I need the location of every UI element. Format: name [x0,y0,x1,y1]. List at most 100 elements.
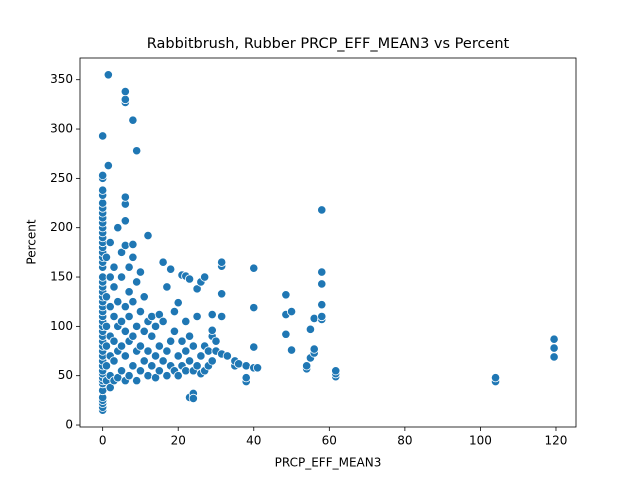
point [249,342,259,352]
point [188,393,198,403]
x-tick-label: 80 [397,434,412,448]
point [124,287,134,297]
point [490,373,501,383]
point [124,311,134,322]
point [101,341,112,351]
point [113,223,123,233]
point [549,334,559,344]
x-tick-label: 20 [171,434,186,448]
point [132,321,142,331]
point [128,115,138,125]
point [105,302,115,312]
point [135,366,146,376]
point [139,356,149,366]
point [150,351,161,361]
point [162,282,172,292]
point [109,311,119,322]
point [147,331,157,341]
chart-title: Rabbitbrush, Rubber PRCP_EFF_MEAN3 vs Pe… [147,36,510,52]
x-tick-label: 100 [469,434,492,448]
x-tick-label: 120 [545,434,568,448]
point [116,316,127,327]
point [207,309,217,320]
point [162,346,172,356]
point [211,336,221,346]
point [184,331,195,341]
point [128,239,138,250]
point [286,345,297,355]
point [162,371,172,381]
point [143,230,153,241]
plot-area [98,70,559,415]
point [98,131,108,141]
point [109,282,119,292]
point [135,306,146,317]
point [120,351,130,361]
point [120,240,130,251]
point [169,306,180,317]
y-tick-label: 250 [50,171,73,185]
point [139,326,149,336]
y-axis-label: Percent [25,219,39,264]
point [128,252,138,262]
point [192,361,202,371]
point [158,316,168,327]
point [154,366,164,376]
point [154,309,164,320]
point [98,170,108,181]
y-tick-label: 300 [50,122,73,136]
y-tick-label: 350 [50,72,73,86]
point [139,292,149,302]
point [135,341,146,351]
x-tick-label: 40 [246,434,261,448]
point [249,263,259,273]
x-axis-label: PRCP_EFF_MEAN3 [275,456,382,470]
point [249,303,259,313]
point [154,341,164,351]
point [181,366,191,376]
point [120,94,130,105]
point [181,346,191,356]
point [109,356,119,366]
point [147,311,157,322]
point [217,311,227,322]
point [158,356,168,366]
point [128,297,138,307]
point [252,363,263,373]
point [143,371,153,381]
point [132,376,142,386]
point [192,311,202,322]
y-tick-label: 150 [50,270,73,284]
point [120,216,130,226]
point [207,356,217,366]
point [98,198,108,208]
point [116,247,127,257]
point [222,351,232,361]
point [317,300,327,310]
axes-frame [79,57,577,428]
point [188,341,198,351]
point [166,264,176,274]
point [105,382,115,393]
point [120,86,130,97]
point [116,366,127,376]
point [241,373,251,383]
point [281,290,291,300]
point [105,237,115,248]
point [128,361,138,371]
point [103,70,113,80]
point [101,361,112,371]
point [177,336,187,346]
point [120,192,130,202]
point [317,267,327,277]
point [317,311,327,322]
y-tick-label: 50 [58,368,73,382]
point [184,356,195,366]
point [549,343,559,353]
point [101,252,112,262]
point [286,306,297,317]
point [549,352,559,362]
point [203,346,214,356]
